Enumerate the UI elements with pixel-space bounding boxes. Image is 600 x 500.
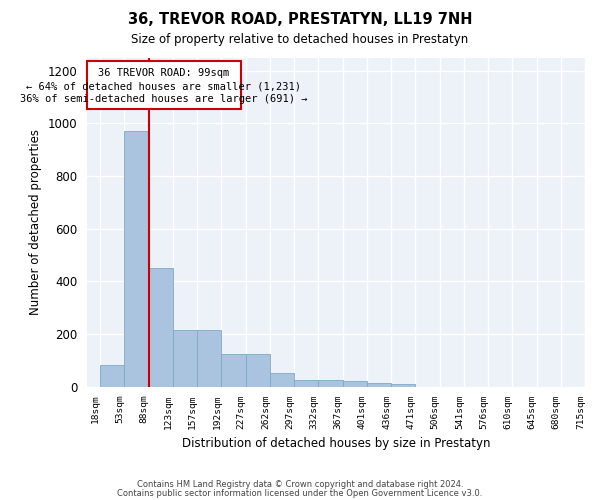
Bar: [100, 366, 124, 386]
X-axis label: Distribution of detached houses by size in Prestatyn: Distribution of detached houses by size …: [182, 437, 490, 450]
Text: 36% of semi-detached houses are larger (691) →: 36% of semi-detached houses are larger (…: [20, 94, 308, 104]
Bar: [124, 131, 149, 386]
Bar: [149, 268, 173, 386]
Text: ← 64% of detached houses are smaller (1,231): ← 64% of detached houses are smaller (1,…: [26, 81, 301, 91]
Text: Contains public sector information licensed under the Open Government Licence v3: Contains public sector information licen…: [118, 489, 482, 498]
Bar: [245, 354, 270, 386]
Bar: [294, 380, 319, 386]
Text: 36 TREVOR ROAD: 99sqm: 36 TREVOR ROAD: 99sqm: [98, 68, 229, 78]
Bar: [343, 382, 367, 386]
Text: Contains HM Land Registry data © Crown copyright and database right 2024.: Contains HM Land Registry data © Crown c…: [137, 480, 463, 489]
Bar: [367, 382, 391, 386]
Bar: [221, 354, 245, 386]
Bar: [173, 330, 197, 386]
Y-axis label: Number of detached properties: Number of detached properties: [29, 129, 42, 315]
FancyBboxPatch shape: [87, 62, 241, 109]
Bar: [319, 380, 343, 386]
Text: Size of property relative to detached houses in Prestatyn: Size of property relative to detached ho…: [131, 32, 469, 46]
Bar: [391, 384, 415, 386]
Text: 36, TREVOR ROAD, PRESTATYN, LL19 7NH: 36, TREVOR ROAD, PRESTATYN, LL19 7NH: [128, 12, 472, 28]
Bar: [197, 330, 221, 386]
Bar: [270, 374, 294, 386]
